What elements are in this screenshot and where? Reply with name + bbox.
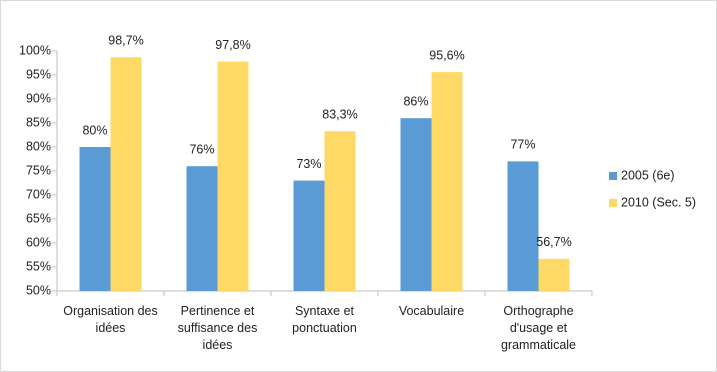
y-tick-label: 60% [26,235,51,249]
y-tick-label: 65% [26,211,51,225]
x-tick-label: Syntaxe et ponctuation [292,304,357,335]
bar [507,161,539,291]
bar [538,258,570,291]
legend-label: 2005 (6e) [621,168,675,182]
y-tick-label: 75% [26,163,51,177]
data-label: 98,7% [108,34,143,48]
bar [217,61,249,292]
data-label: 97,8% [215,38,250,52]
legend-label: 2010 (Sec. 5) [621,195,696,209]
y-tick-label: 95% [26,67,51,81]
bar [79,147,111,291]
y-tick-label: 85% [26,115,51,129]
bar [110,57,142,291]
legend-swatch [609,199,617,207]
y-tick-label: 100% [19,43,51,57]
y-tick-label: 90% [26,91,51,105]
data-label: 56,7% [536,235,571,249]
x-tick-label: Vocabulaire [398,304,465,318]
data-label: 77% [510,138,535,152]
data-label: 73% [296,157,321,171]
x-tick-label: Pertinence et suffisance des idées [177,304,258,352]
y-tick-label: 55% [26,259,51,273]
data-label: 76% [189,142,214,156]
bar [431,72,463,292]
data-label: 86% [403,94,428,108]
y-tick-label: 70% [26,187,51,201]
bar [293,180,325,291]
bar [400,118,432,291]
x-tick-label: Orthographe d'usage et grammaticale [500,304,577,352]
data-label: 95,6% [429,48,464,62]
legend-swatch [609,172,617,180]
data-label: 80% [82,123,107,137]
y-tick-label: 80% [26,139,51,153]
y-tick-label: 50% [26,283,51,297]
bar [186,166,218,291]
data-label: 83,3% [322,107,357,121]
bar [324,131,356,291]
x-tick-label: Organisation des idées [63,304,158,335]
